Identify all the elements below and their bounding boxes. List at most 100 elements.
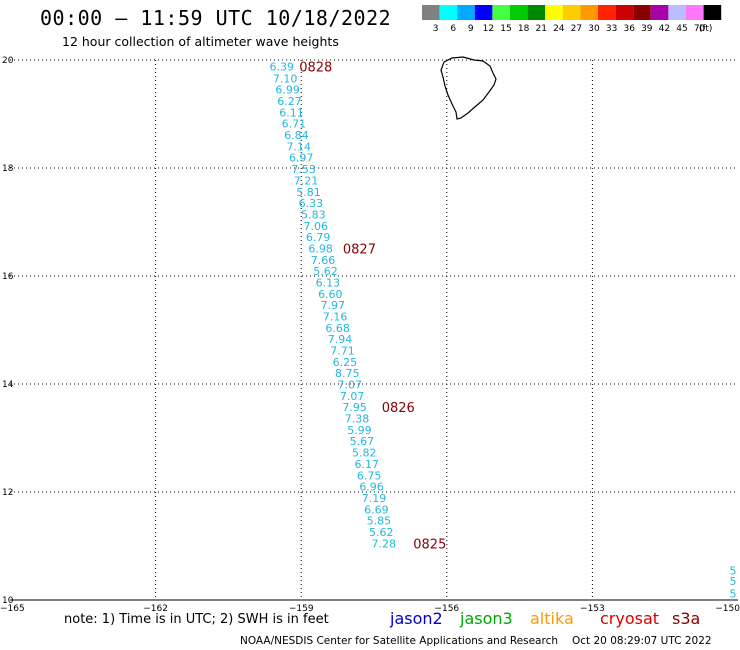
- legend-swatch: [633, 5, 651, 20]
- wave-height-value: 7.10: [273, 72, 298, 85]
- legend-label: 27: [571, 24, 582, 34]
- wave-height-value: 5: [730, 564, 737, 577]
- wave-height-value: 7.07: [337, 379, 362, 392]
- wave-height-value: 7.19: [362, 492, 387, 505]
- wave-height-value: 5: [730, 588, 737, 601]
- legend-label: 9: [468, 24, 474, 34]
- lat-tick-label: 18: [2, 164, 14, 174]
- wave-height-value: 7.21: [294, 174, 319, 187]
- lon-tick-label: −153: [580, 604, 605, 614]
- legend-label: 24: [553, 24, 565, 34]
- legend-swatch: [492, 5, 510, 20]
- pass-time-label: 0827: [343, 242, 376, 257]
- legend-swatch: [457, 5, 475, 20]
- pass-time-label: 0828: [299, 60, 332, 75]
- lat-tick-label: 12: [2, 488, 13, 498]
- legend-swatch: [439, 5, 458, 20]
- wave-height-value: 7.53: [291, 163, 316, 176]
- legend-swatch: [474, 5, 493, 20]
- wave-height-value: 6.98: [308, 242, 333, 255]
- wave-height-value: 6.79: [306, 231, 331, 244]
- legend-swatch: [422, 5, 440, 20]
- legend-label: 6: [450, 24, 456, 34]
- legend-unit: (ft): [699, 24, 713, 34]
- satellite-altika: altika: [530, 609, 574, 628]
- legend-swatch: [598, 5, 616, 20]
- lon-tick-label: −156: [434, 604, 459, 614]
- pass-time-label: 0826: [382, 401, 415, 416]
- wave-height-value: 7.16: [323, 311, 348, 324]
- wave-height-value: 6.60: [318, 288, 343, 301]
- wave-height-value: 5.99: [347, 424, 372, 437]
- legend-swatch: [510, 5, 528, 20]
- legend-label: 39: [641, 24, 653, 34]
- legend-swatch: [650, 5, 669, 20]
- wave-height-value: 6.71: [282, 118, 307, 131]
- page-title: 00:00 – 11:59 UTC 10/18/2022: [40, 6, 392, 30]
- legend-swatch: [615, 5, 634, 20]
- wave-height-value: 6.25: [333, 356, 358, 369]
- wave-height-value: 7.14: [287, 140, 312, 153]
- wave-height-value: 5.62: [313, 265, 338, 278]
- wave-height-value: 6.27: [277, 95, 302, 108]
- credit-line: NOAA/NESDIS Center for Satellite Applica…: [240, 635, 712, 647]
- pass-time-labels: 0828 0827 0826 0825: [299, 60, 446, 552]
- legend-swatch: [545, 5, 563, 20]
- lon-tick-label: −159: [289, 604, 314, 614]
- legend-label: 42: [659, 24, 670, 34]
- wave-height-value: 6.68: [325, 322, 350, 335]
- legend-swatch: [668, 5, 686, 20]
- wave-height-value: 5: [730, 575, 737, 588]
- wave-height-value: 5.83: [301, 208, 326, 221]
- lat-tick-label: 10: [2, 596, 14, 606]
- satellite-jason3: jason3: [460, 609, 513, 628]
- wave-height-value: 6.13: [316, 276, 341, 289]
- wave-height-value: 7.66: [311, 254, 336, 267]
- wave-height-value: 5.85: [367, 515, 392, 528]
- lon-tick-label: −162: [143, 604, 168, 614]
- lon-tick-label: −165: [0, 604, 25, 614]
- wave-height-value: 6.33: [299, 197, 324, 210]
- big-island-coastline: [440, 56, 497, 120]
- legend-label: 30: [588, 24, 600, 34]
- map-grid: [10, 59, 738, 601]
- wave-height-value: 5.67: [350, 435, 375, 448]
- satellite-cryosat: cryosat: [600, 609, 660, 628]
- legend-swatch: [562, 5, 581, 20]
- wave-height-value: 6.84: [284, 129, 309, 142]
- wave-height-value: 6.75: [357, 469, 382, 482]
- wave-height-value: 8.75: [335, 367, 360, 380]
- legend-label: 12: [483, 24, 494, 34]
- wave-height-value: 7.38: [345, 413, 370, 426]
- wave-height-value: 6.97: [289, 152, 314, 165]
- lat-tick-label: 20: [2, 56, 14, 66]
- wave-height-points: 6.397.106.996.276.116.716.847.146.977.53…: [270, 60, 737, 600]
- legend-swatch: [527, 5, 546, 20]
- legend-label: 21: [535, 24, 546, 34]
- wave-height-value: 7.06: [304, 220, 329, 233]
- credit-text: NOAA/NESDIS Center for Satellite Applica…: [240, 635, 558, 647]
- lat-tick-label: 14: [2, 380, 14, 390]
- lat-tick-label: 16: [2, 272, 14, 282]
- pass-time-label: 0825: [413, 537, 446, 552]
- wave-height-value: 6.11: [279, 106, 304, 119]
- legend-swatch: [703, 5, 722, 20]
- wave-height-value: 6.99: [275, 84, 300, 97]
- satellite-jason2: jason2: [390, 609, 443, 628]
- wave-height-value: 5.82: [352, 447, 377, 460]
- wave-height-value: 7.94: [328, 333, 353, 346]
- legend-label: 36: [623, 24, 635, 34]
- color-legend: 3 6 9 12 15 18 21 24 27 30 33 36 39 42 45 70(ft): [422, 5, 722, 34]
- wave-height-value: 7.28: [371, 537, 396, 550]
- page-subtitle: 12 hour collection of altimeter wave hei…: [62, 34, 339, 49]
- legend-label: 70: [694, 24, 706, 34]
- legend-swatch: [580, 5, 598, 20]
- wave-height-value: 5.62: [369, 526, 394, 539]
- wave-height-value: 6.39: [270, 60, 295, 73]
- wave-height-value: 6.69: [364, 503, 389, 516]
- legend-label: 3: [433, 24, 439, 34]
- legend-label: 18: [518, 24, 530, 34]
- legend-swatch: [686, 5, 704, 20]
- legend-label: 33: [606, 24, 617, 34]
